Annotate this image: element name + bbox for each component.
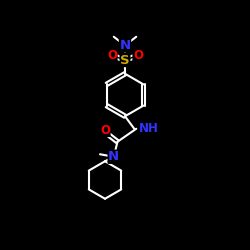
Text: NH: NH <box>139 122 159 135</box>
Text: O: O <box>100 124 110 136</box>
Text: N: N <box>108 150 119 163</box>
Text: O: O <box>107 49 117 62</box>
Text: O: O <box>133 49 143 62</box>
Text: S: S <box>120 54 130 66</box>
Text: N: N <box>120 39 130 52</box>
